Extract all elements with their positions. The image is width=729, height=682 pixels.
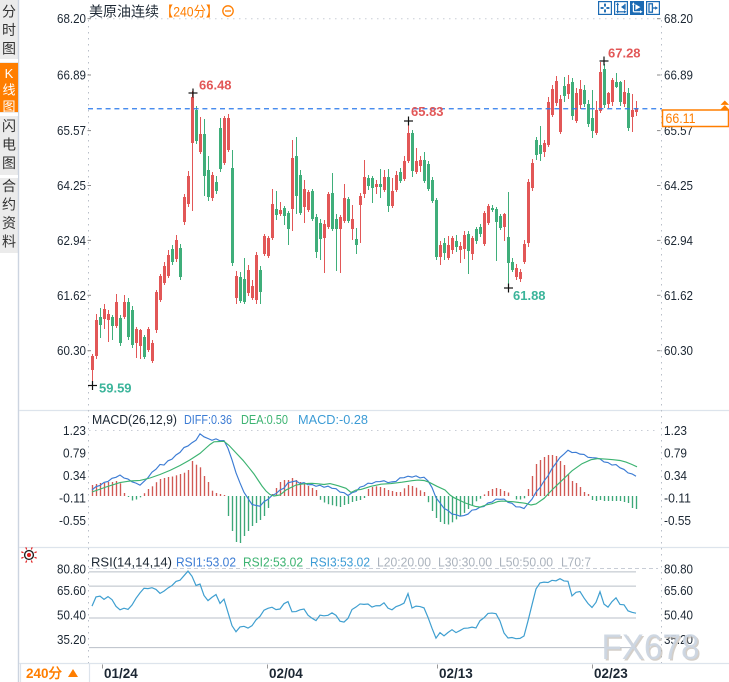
svg-text:K: K [5, 66, 14, 81]
svg-text:65.57: 65.57 [57, 123, 86, 138]
svg-text:65.60: 65.60 [664, 583, 693, 598]
svg-text:L20:20.00: L20:20.00 [377, 555, 431, 570]
svg-text:62.94: 62.94 [57, 233, 86, 248]
svg-text:66.89: 66.89 [57, 68, 86, 83]
svg-text:65.60: 65.60 [57, 583, 86, 598]
svg-text:0.34: 0.34 [664, 468, 687, 483]
svg-text:RSI1:53.02: RSI1:53.02 [176, 555, 236, 570]
svg-text:【240分】: 【240分】 [161, 4, 218, 20]
svg-text:66.11: 66.11 [666, 111, 696, 126]
svg-text:35.20: 35.20 [57, 632, 86, 647]
svg-text:1.23: 1.23 [664, 423, 687, 438]
svg-text:60.30: 60.30 [57, 343, 86, 358]
svg-text:59.59: 59.59 [99, 381, 132, 396]
svg-text:67.28: 67.28 [608, 46, 641, 61]
svg-text:料: 料 [2, 234, 16, 250]
svg-text:02/23: 02/23 [594, 666, 628, 681]
svg-text:DIFF:0.36: DIFF:0.36 [184, 412, 232, 427]
svg-text:65.83: 65.83 [411, 104, 444, 119]
svg-text:L70:7: L70:7 [561, 555, 591, 570]
svg-text:时: 时 [2, 22, 16, 38]
svg-text:MACD(26,12,9): MACD(26,12,9) [92, 412, 177, 427]
svg-text:DEA:0.50: DEA:0.50 [241, 412, 288, 427]
svg-text:闪: 闪 [2, 118, 16, 134]
svg-text:FX678: FX678 [603, 630, 701, 669]
svg-text:64.25: 64.25 [664, 178, 693, 193]
svg-text:64.25: 64.25 [57, 178, 86, 193]
svg-text:-0.55: -0.55 [59, 513, 86, 528]
svg-text:美原油连续: 美原油连续 [89, 4, 159, 20]
svg-text:电: 电 [2, 137, 16, 153]
svg-text:-0.11: -0.11 [59, 491, 86, 506]
svg-text:L30:30.00: L30:30.00 [438, 555, 492, 570]
svg-text:图: 图 [2, 155, 16, 171]
svg-text:线: 线 [2, 83, 15, 98]
svg-text:50.40: 50.40 [57, 608, 86, 623]
svg-text:-0.11: -0.11 [664, 491, 691, 506]
svg-text:MACD:-0.28: MACD:-0.28 [298, 412, 368, 427]
svg-text:图: 图 [2, 99, 15, 114]
svg-text:66.89: 66.89 [664, 68, 693, 83]
svg-text:图: 图 [2, 41, 16, 57]
svg-text:RSI2:53.02: RSI2:53.02 [243, 555, 303, 570]
svg-text:0.34: 0.34 [63, 468, 86, 483]
svg-text:62.94: 62.94 [664, 233, 693, 248]
svg-text:FX678: FX678 [602, 628, 700, 667]
svg-text:35.20: 35.20 [664, 632, 693, 647]
svg-text:约: 约 [2, 197, 16, 213]
svg-text:1.23: 1.23 [63, 423, 86, 438]
svg-text:61.62: 61.62 [664, 288, 693, 303]
svg-text:L50:50.00: L50:50.00 [499, 555, 553, 570]
svg-text:合: 合 [2, 178, 16, 194]
svg-text:02/13: 02/13 [439, 666, 473, 681]
svg-text:02/04: 02/04 [269, 666, 303, 681]
svg-text:0.79: 0.79 [63, 446, 86, 461]
svg-text:68.20: 68.20 [57, 11, 86, 26]
svg-text:60.30: 60.30 [664, 343, 693, 358]
svg-text:-0.55: -0.55 [664, 513, 691, 528]
svg-text:66.48: 66.48 [199, 78, 232, 93]
svg-text:240分: 240分 [26, 666, 63, 681]
svg-text:01/24: 01/24 [104, 666, 138, 681]
svg-text:50.40: 50.40 [664, 608, 693, 623]
svg-text:资: 资 [2, 215, 16, 231]
svg-text:RSI(14,14,14): RSI(14,14,14) [91, 555, 172, 570]
svg-text:68.20: 68.20 [664, 11, 693, 26]
svg-text:分: 分 [2, 4, 16, 20]
svg-text:61.62: 61.62 [57, 288, 86, 303]
svg-text:80.80: 80.80 [57, 561, 86, 576]
svg-text:RSI3:53.02: RSI3:53.02 [310, 555, 370, 570]
svg-text:80.80: 80.80 [664, 561, 693, 576]
svg-text:61.88: 61.88 [513, 288, 546, 303]
svg-text:0.79: 0.79 [664, 446, 687, 461]
